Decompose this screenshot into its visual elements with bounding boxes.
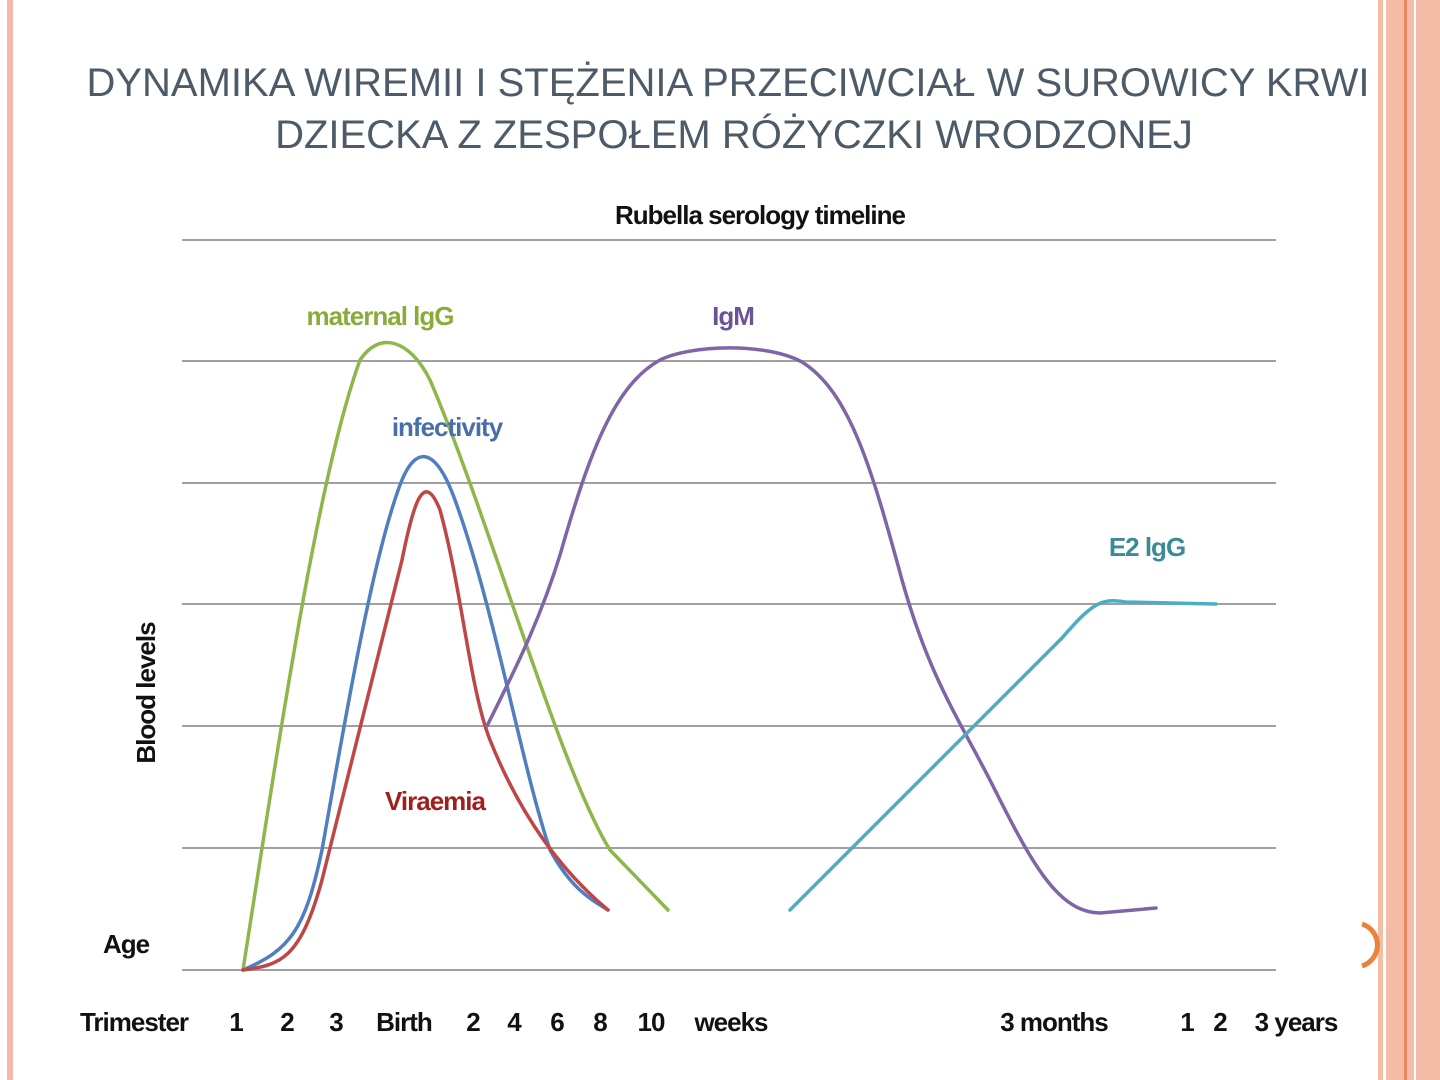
curve-label: maternal lgG xyxy=(307,301,454,331)
ornament xyxy=(1361,921,1380,969)
x-label: 3 years xyxy=(1255,1007,1338,1037)
curve-label: infectivity xyxy=(392,412,504,442)
curve-label: Viraemia xyxy=(385,786,486,816)
x-label: 4 xyxy=(507,1007,522,1037)
x-label: 2 xyxy=(466,1007,480,1037)
x-label: 3 xyxy=(329,1007,343,1037)
left-border xyxy=(7,0,13,1080)
x-label: 1 xyxy=(229,1007,243,1037)
y-label: Blood levels xyxy=(131,622,161,764)
x-label: 6 xyxy=(550,1007,564,1037)
x-label: 8 xyxy=(593,1007,607,1037)
age-label: Age xyxy=(103,929,150,959)
igm-curve xyxy=(485,346,1158,915)
x-labels: Trimester 1 2 3 Birth 2 4 6 8 10 weeks 3… xyxy=(80,1007,1339,1037)
right-stripe xyxy=(1404,0,1407,1080)
grid xyxy=(182,239,1276,971)
figure-title: Rubella serology timeline xyxy=(615,200,906,230)
slide-title: DYNAMIKA WIREMII I STĘŻENIA PRZECIWCIAŁ … xyxy=(86,60,1369,105)
x-label: weeks xyxy=(693,1007,768,1037)
infectivity-curve xyxy=(241,455,610,972)
right-stripe xyxy=(1414,0,1416,1080)
curve-label: IgM xyxy=(712,301,754,331)
right-band xyxy=(1378,0,1440,1080)
x-label: 2 xyxy=(1213,1007,1227,1037)
right-stripe xyxy=(1383,0,1386,1080)
x-label: Trimester xyxy=(80,1007,189,1037)
x-label: 3 months xyxy=(1000,1007,1108,1037)
maternal-igg-curve xyxy=(241,340,670,972)
x-label: 10 xyxy=(638,1007,665,1037)
slide-title: DZIECKA Z ZESPOŁEM RÓŻYCZKI WRODZONEJ xyxy=(275,112,1193,157)
curve-label: E2 lgG xyxy=(1109,532,1185,562)
viraemia-curve xyxy=(241,490,610,972)
x-label: Birth xyxy=(376,1007,432,1037)
x-label: 2 xyxy=(280,1007,294,1037)
x-label: 1 xyxy=(1180,1007,1194,1037)
e2-igg-curve xyxy=(788,599,1218,912)
